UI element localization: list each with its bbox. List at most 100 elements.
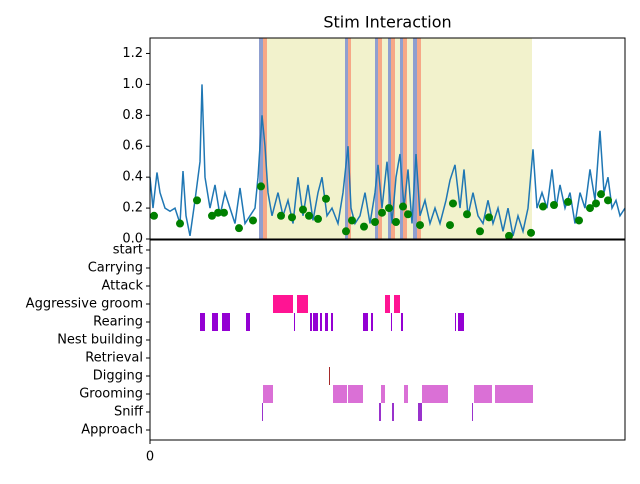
shaded-region [345,38,348,239]
event-marker [463,210,471,219]
event-marker [399,202,407,211]
behavior-segment [379,403,381,421]
shaded-region [400,38,403,239]
behavior-segment [313,313,318,331]
y-tick-label: 0.4 [122,170,143,185]
event-marker [592,199,600,208]
y-tick-label: Retrieval [85,351,143,366]
y-tick-label: 0.2 [122,201,143,216]
event-marker [446,221,454,230]
event-marker [371,217,379,226]
y-tick-label: 0.6 [122,139,143,154]
event-marker [208,211,216,220]
shaded-region [413,38,417,239]
y-tick-label: Aggressive groom [26,297,143,312]
behavior-segment [472,403,473,421]
behavior-segment [273,295,293,313]
y-tick-label: Nest building [57,333,143,348]
y-tick-label: Sniff [114,405,144,420]
event-marker [193,196,201,205]
data-line [149,84,626,237]
shaded-region [391,38,395,239]
event-marker [235,224,243,233]
behavior-segment [246,313,250,331]
behavior-segment [404,385,408,403]
y-tick-label: Digging [93,369,143,384]
event-marker [505,231,513,240]
event-marker [476,227,484,236]
behavior-segment [222,313,230,331]
chart-title: Stim Interaction [323,13,451,32]
event-marker [527,228,535,237]
event-marker [550,200,558,209]
y-tick-label: Rearing [93,315,143,330]
behavior-segment [310,313,312,331]
behavior-segment [474,385,492,403]
behavior-segment [495,385,533,403]
behavior-segment [394,295,400,313]
event-marker [575,216,583,225]
behavior-segment [297,295,308,313]
event-marker [342,227,350,236]
event-marker [378,208,386,217]
behavior-segment [333,385,347,403]
event-marker [288,213,296,222]
behavior-segment [458,313,464,331]
behavior-segment [212,313,218,331]
behavior-segment [422,385,448,403]
behavior-segment [391,313,392,331]
event-marker [604,196,612,205]
event-marker [277,211,285,220]
behavior-segment [371,313,373,331]
event-marker [348,216,356,225]
behavior-segment [392,403,394,421]
behavior-segment [331,313,333,331]
event-marker [214,208,222,217]
event-marker [416,221,424,230]
shaded-region [378,38,382,239]
shaded-region [403,38,407,239]
behavior-segment [401,313,403,331]
shaded-region [388,38,391,239]
event-marker [564,197,572,206]
behavior-segment [455,313,456,331]
y-tick-label: 0.0 [122,232,143,247]
event-marker [299,205,307,214]
behavior-segment [381,385,385,403]
behavior-segment [294,313,295,331]
behavior-segment [329,367,330,385]
event-marker [360,222,368,231]
event-marker [257,182,265,191]
event-marker [220,208,228,217]
behavior-segment [348,385,363,403]
y-tick-label: Attack [101,279,143,294]
event-marker [449,199,457,208]
y-tick-label: 0.8 [122,108,143,123]
event-marker [392,217,400,226]
event-marker [176,219,184,228]
event-marker [314,214,322,223]
axes-frame [149,239,626,441]
shaded-region [417,38,421,239]
behavior-segment [418,403,422,421]
behavior-segment [200,313,205,331]
behavior-segment [385,295,390,313]
event-marker [305,211,313,220]
y-tick-label: Carrying [88,261,143,276]
y-tick-label: Approach [81,423,143,438]
x-tick-label: 0 [146,450,154,465]
event-marker [404,210,412,219]
event-marker [485,213,493,222]
shaded-region [348,38,351,239]
behavior-segment [262,403,263,421]
event-marker [322,194,330,203]
event-marker [150,211,158,220]
shaded-region [375,38,378,239]
event-marker [586,204,594,213]
event-marker [597,190,605,199]
behavior-segment [363,313,368,331]
event-marker [539,202,547,211]
behavior-segment [325,313,328,331]
event-marker [385,204,393,213]
